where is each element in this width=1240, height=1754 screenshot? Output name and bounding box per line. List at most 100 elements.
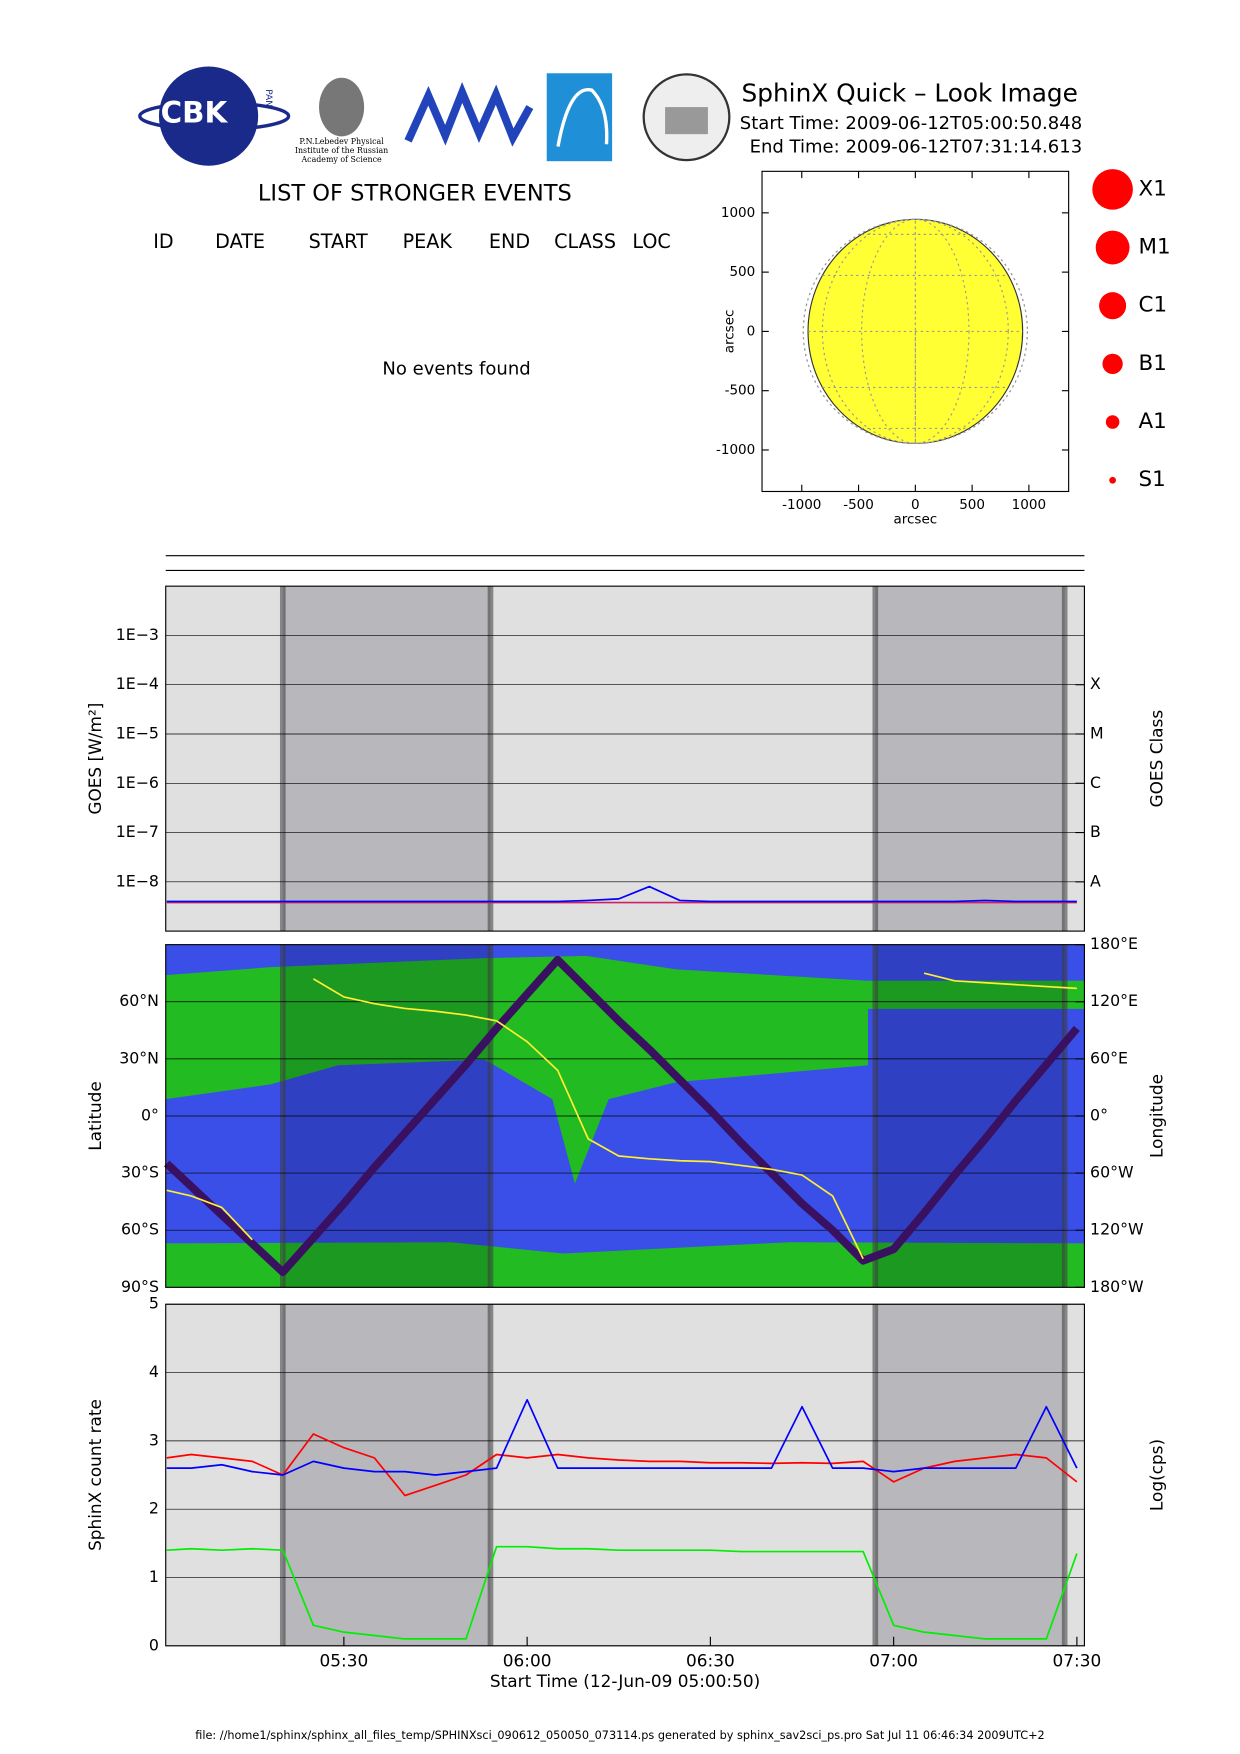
y2-tick-label: A [1090, 871, 1101, 890]
y2-tick-label: 120°E [1090, 991, 1138, 1010]
y2-tick-label: M [1090, 724, 1104, 743]
x-tick-label: 05:30 [320, 1651, 369, 1671]
y2-tick-label: 60°W [1090, 1163, 1134, 1182]
mifi-logo [404, 81, 534, 147]
y2-tick-label: 180°W [1090, 1277, 1144, 1296]
y2-tick-label: C [1090, 773, 1101, 792]
y-tick-label: 4 [149, 1362, 159, 1381]
events-column: LOC [632, 230, 670, 253]
y-tick-label: 60°S [121, 1220, 159, 1239]
y-tick-label: 5 [149, 1294, 159, 1313]
x-tick-label: 500 [959, 497, 985, 513]
x-tick-label: -1000 [782, 497, 821, 513]
x-tick-label: 1000 [1012, 497, 1046, 513]
events-column: CLASS [554, 230, 616, 253]
y-tick-label: 1E−5 [116, 724, 159, 743]
y-axis-label: GOES [W/m²] [85, 703, 105, 815]
seal-building [665, 107, 708, 135]
events-title: LIST OF STRONGER EVENTS [258, 180, 572, 206]
cbk-ring [138, 100, 291, 132]
y2-axis-label: Log(cps) [1147, 1439, 1167, 1511]
y-tick-label: 500 [729, 264, 755, 280]
disk-meridian [821, 218, 1009, 445]
y2-tick-label: 0° [1090, 1105, 1108, 1124]
y-tick-label: 1E−8 [116, 871, 159, 890]
y-tick-label: 0° [141, 1105, 159, 1124]
y-tick-label: -500 [725, 383, 756, 399]
events-column: DATE [215, 230, 265, 253]
shaded-interval [875, 1304, 1065, 1646]
plot-frame [165, 1303, 1085, 1647]
class-label: A1 [1139, 409, 1167, 434]
data-line [166, 972, 1077, 1260]
y-tick-label: 0 [747, 323, 756, 339]
foreground-layer: -1000 -500 0 500 1000 -1000 -500 0 500 1000 arcsec… [85, 169, 1171, 1691]
events-message: No events found [382, 359, 530, 380]
radiation-zone [165, 955, 868, 1184]
y-tick-label: 1 [149, 1567, 159, 1586]
class-label: B1 [1139, 351, 1167, 376]
y2-tick-label: B [1090, 822, 1101, 841]
institute-line: Academy of Science [300, 155, 382, 164]
class-marker [1095, 230, 1130, 265]
cbk-logo-text: CBK [161, 95, 229, 129]
events-column: START [309, 230, 368, 253]
class-marker [1099, 292, 1127, 320]
x-axis-label: arcsec [893, 512, 937, 528]
radiation-zone [867, 980, 1085, 1009]
y-axis-label: Latitude [85, 1081, 105, 1151]
x-axis-label: Start Time (12-Jun-09 05:00:50) [490, 1671, 760, 1691]
y-tick-label: 2 [149, 1499, 159, 1518]
y2-tick-label: 120°W [1090, 1220, 1144, 1239]
y2-tick-label: 60°E [1090, 1048, 1128, 1067]
blue-logo-arc [556, 88, 609, 147]
shaded-interval [875, 586, 1065, 932]
cbk-logo-sub: PAN [263, 89, 273, 107]
class-marker [1102, 353, 1123, 375]
cbk-logo [158, 66, 259, 166]
logos: CBK PAN P.N.Lebedev Physical Institute o… [138, 66, 731, 166]
class-marker [1105, 415, 1120, 429]
shaded-interval [282, 1304, 491, 1646]
y2-axis-label: Longitude [1147, 1074, 1167, 1158]
plot-background [165, 586, 1085, 932]
x-tick-label: 07:00 [869, 1651, 918, 1671]
data-line [166, 1398, 1078, 1476]
data-line [166, 885, 1077, 903]
class-label: C1 [1139, 293, 1168, 318]
start-time: Start Time: 2009-06-12T05:00:50.848 [740, 113, 1082, 134]
y2-axis-label: GOES Class [1147, 710, 1167, 808]
y-axis-label: arcsec [721, 310, 737, 354]
data-line [166, 1545, 1078, 1640]
footer: file: //home1/sphinx/sphinx_all_files_te… [195, 1729, 1044, 1742]
events-column: END [489, 230, 530, 253]
class-label: S1 [1139, 467, 1166, 492]
y-tick-label: 90°S [121, 1277, 159, 1296]
y2-tick-label: X [1090, 674, 1101, 693]
y-tick-label: 0 [149, 1635, 159, 1654]
blue-logo [546, 73, 613, 162]
y-tick-label: 1E−3 [116, 625, 159, 644]
x-tick-label: 0 [911, 497, 920, 513]
x-tick-label: 06:30 [686, 1651, 735, 1671]
y-axis-label: SphinX count rate [85, 1399, 105, 1551]
data-line [164, 955, 1080, 1277]
y-tick-label: -1000 [716, 442, 755, 458]
plot-frame [165, 944, 1085, 1288]
disk-meridian [802, 218, 1028, 445]
class-marker [1092, 169, 1133, 210]
y-tick-label: 1000 [721, 205, 755, 221]
y-tick-label: 30°S [121, 1163, 159, 1182]
events-column: PEAK [403, 230, 453, 253]
x-tick-label: 06:00 [503, 1651, 552, 1671]
y2-tick-label: 180°E [1090, 934, 1138, 953]
institute-line: P.N.Lebedev Physical [299, 137, 384, 146]
y-tick-label: 60°N [119, 991, 159, 1010]
events-column: ID [153, 230, 173, 253]
plot-background [165, 1304, 1085, 1646]
plot-frame [165, 585, 1085, 932]
end-time: End Time: 2009-06-12T07:31:14.613 [750, 137, 1083, 158]
y-tick-label: 1E−6 [116, 773, 159, 792]
class-label: M1 [1139, 235, 1171, 260]
